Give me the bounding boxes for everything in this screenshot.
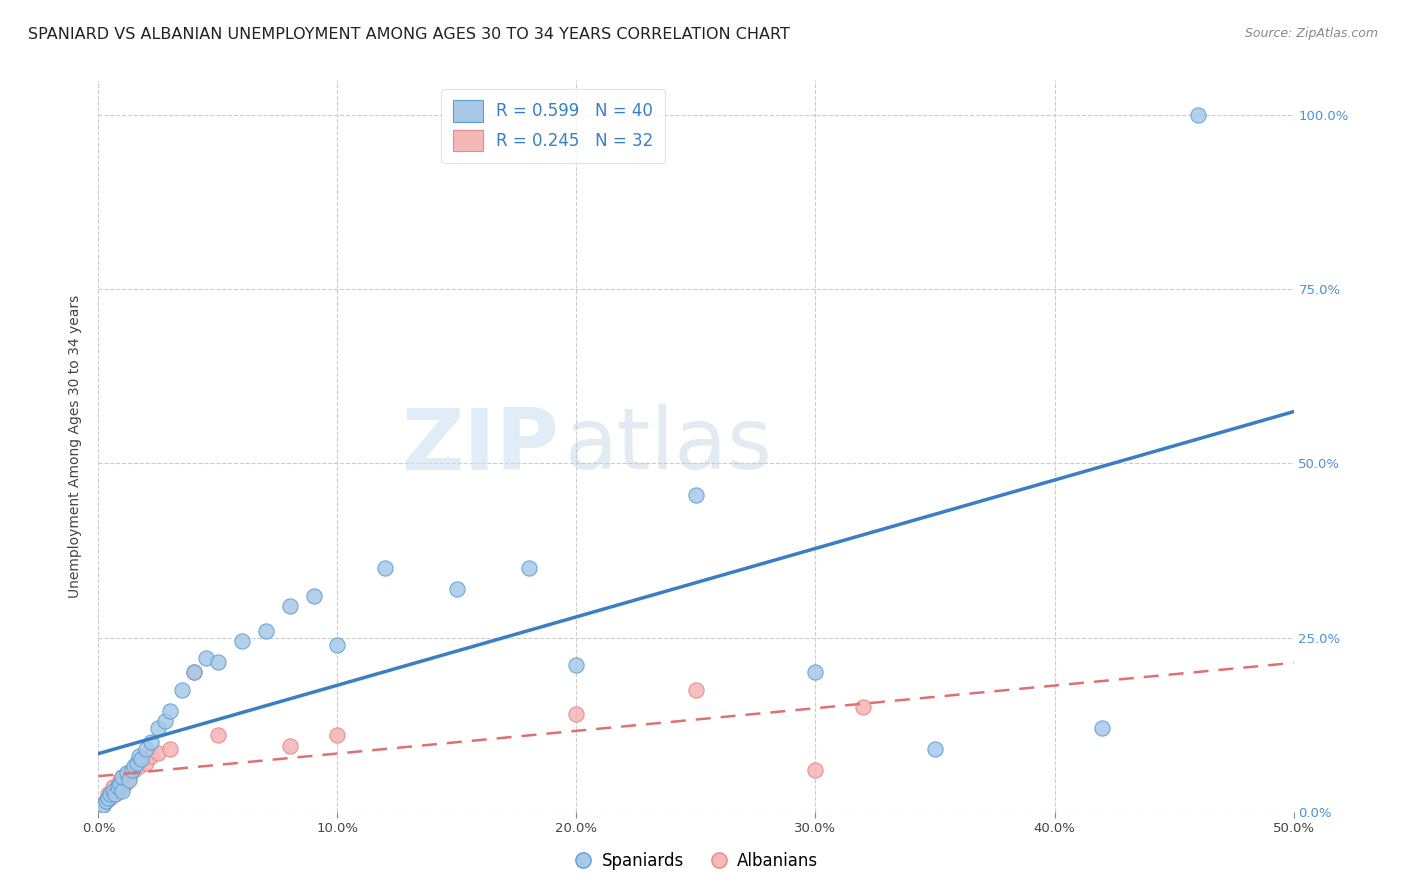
Text: SPANIARD VS ALBANIAN UNEMPLOYMENT AMONG AGES 30 TO 34 YEARS CORRELATION CHART: SPANIARD VS ALBANIAN UNEMPLOYMENT AMONG … — [28, 27, 790, 42]
Point — [128, 759, 150, 773]
Point — [124, 763, 146, 777]
Text: Source: ZipAtlas.com: Source: ZipAtlas.com — [1244, 27, 1378, 40]
Point — [172, 682, 194, 697]
Point — [118, 773, 141, 788]
Point — [804, 763, 827, 777]
Point — [326, 638, 349, 652]
Point — [565, 658, 588, 673]
Point — [326, 728, 349, 742]
Point — [97, 790, 120, 805]
Point — [517, 561, 540, 575]
Point — [108, 777, 131, 791]
Point — [118, 770, 141, 784]
Point — [98, 787, 122, 801]
Point — [183, 665, 205, 680]
Point — [135, 742, 157, 756]
Point — [278, 739, 301, 753]
Point — [115, 766, 138, 780]
Point — [94, 794, 117, 808]
Point — [111, 784, 134, 798]
Point — [207, 728, 229, 742]
Point — [685, 682, 707, 697]
Point — [111, 770, 134, 784]
Point — [148, 721, 170, 735]
Point — [107, 777, 129, 791]
Point — [121, 763, 143, 777]
Point — [91, 797, 114, 812]
Point — [94, 794, 117, 808]
Point — [125, 756, 148, 770]
Point — [108, 773, 131, 788]
Y-axis label: Unemployment Among Ages 30 to 34 years: Unemployment Among Ages 30 to 34 years — [69, 294, 83, 598]
Point — [183, 665, 205, 680]
Point — [91, 797, 114, 812]
Point — [114, 777, 136, 791]
Point — [446, 582, 468, 596]
Point — [107, 780, 129, 795]
Point — [1091, 721, 1114, 735]
Point — [804, 665, 827, 680]
Point — [101, 784, 124, 798]
Point — [128, 749, 150, 764]
Legend: Spaniards, Albanians: Spaniards, Albanians — [567, 846, 825, 877]
Text: atlas: atlas — [565, 404, 772, 488]
Text: ZIP: ZIP — [401, 404, 558, 488]
Point — [111, 770, 134, 784]
Point — [104, 787, 127, 801]
Point — [104, 787, 127, 801]
Point — [207, 655, 229, 669]
Point — [115, 766, 138, 780]
Point — [107, 784, 129, 798]
Point — [148, 746, 170, 760]
Point — [98, 790, 122, 805]
Point — [194, 651, 218, 665]
Point — [278, 599, 301, 614]
Point — [231, 634, 253, 648]
Point — [124, 759, 146, 773]
Point — [159, 704, 181, 718]
Point — [254, 624, 277, 638]
Point — [131, 752, 153, 766]
Point — [565, 707, 588, 722]
Point — [135, 756, 157, 770]
Point — [97, 787, 120, 801]
Point — [685, 488, 707, 502]
Point — [374, 561, 396, 575]
Point — [101, 780, 124, 795]
Point — [139, 749, 162, 764]
Point — [1187, 108, 1209, 122]
Point — [302, 589, 325, 603]
Point — [139, 735, 162, 749]
Point — [101, 784, 124, 798]
Point — [131, 752, 153, 766]
Point — [924, 742, 946, 756]
Point — [111, 780, 134, 795]
Point — [97, 790, 120, 805]
Point — [159, 742, 181, 756]
Point — [852, 700, 875, 714]
Point — [155, 714, 177, 728]
Point — [125, 756, 148, 770]
